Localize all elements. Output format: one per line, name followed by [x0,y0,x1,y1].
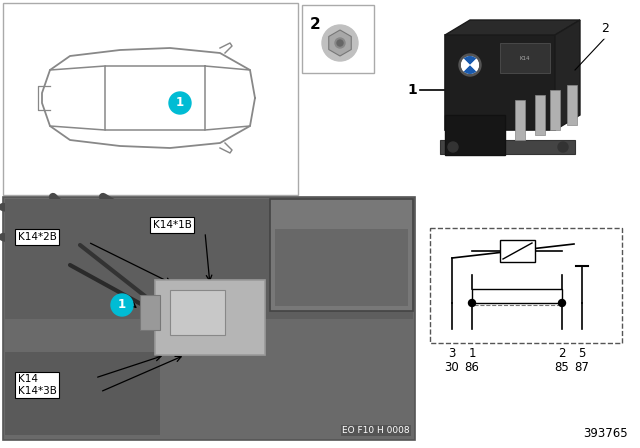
Text: 1: 1 [176,96,184,109]
Bar [3,197,415,440]
Polygon shape [329,30,351,56]
Circle shape [468,300,476,306]
Text: 2: 2 [310,17,321,32]
Circle shape [169,92,191,114]
Circle shape [559,300,566,306]
Bar [445,115,505,155]
Bar [550,90,560,130]
Text: 30: 30 [445,361,460,374]
Polygon shape [555,20,580,130]
Circle shape [448,142,458,152]
Text: K14
K14*3B: K14 K14*3B [18,374,57,396]
Bar [5,352,160,435]
Circle shape [335,38,345,48]
Circle shape [461,56,479,74]
Circle shape [577,331,586,340]
Bar [500,43,550,73]
Wedge shape [470,59,479,71]
Bar [440,140,575,154]
Bar [515,100,525,140]
Bar [567,85,577,125]
Circle shape [111,294,133,316]
Text: EO F10 H 0008: EO F10 H 0008 [342,426,410,435]
Text: 1: 1 [407,83,417,97]
Bar [5,199,413,319]
Bar [275,229,408,306]
Text: 1: 1 [468,347,476,360]
Text: K14*1B: K14*1B [153,220,192,230]
Text: 3: 3 [448,347,456,360]
Bar [500,240,535,262]
Circle shape [467,331,477,340]
Text: K14*2B: K14*2B [18,232,57,242]
Circle shape [595,18,615,38]
Bar [535,95,545,135]
Text: 87: 87 [575,361,589,374]
Circle shape [557,331,566,340]
Text: K14: K14 [520,56,531,60]
Circle shape [459,54,481,76]
Circle shape [337,40,343,46]
Text: 2: 2 [558,347,566,360]
Text: 1: 1 [118,298,126,311]
Bar [302,5,374,73]
Bar [170,290,225,335]
Text: 86: 86 [465,361,479,374]
Text: 2: 2 [601,22,609,34]
Wedge shape [461,59,470,71]
Circle shape [322,25,358,61]
Bar [270,199,413,311]
Bar [140,295,160,330]
Text: 5: 5 [579,347,586,360]
Circle shape [447,331,456,340]
Bar [155,280,265,355]
Text: 85: 85 [555,361,570,374]
Circle shape [558,142,568,152]
Wedge shape [463,65,476,74]
Bar [430,228,622,343]
Text: 393765: 393765 [584,427,628,440]
Bar [445,35,555,130]
Polygon shape [445,20,580,35]
Bar [472,289,562,303]
Wedge shape [463,56,476,65]
Bar [3,3,298,195]
